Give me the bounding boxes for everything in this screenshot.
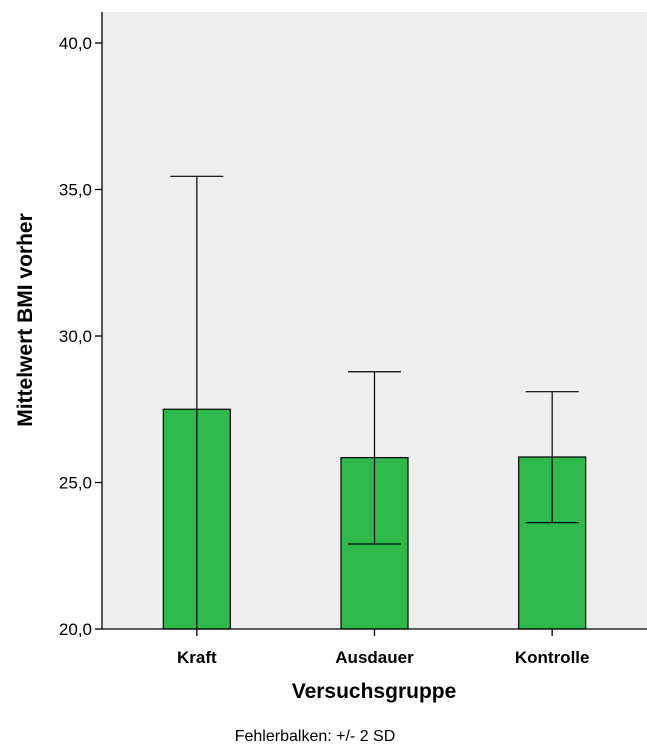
error-bar-note: Fehlerbalken: +/- 2 SD <box>235 728 396 745</box>
error-bars-group <box>170 175 579 629</box>
x-tick-label: Kontrolle <box>515 648 590 667</box>
y-tick-label: 25,0 <box>59 474 92 493</box>
x-tick-label: Kraft <box>177 648 217 667</box>
y-tick-label: 20,0 <box>59 620 92 639</box>
y-ticks-group: 20,0 25,0 30,0 35,0 40,0 <box>59 34 102 639</box>
x-tick-label: Ausdauer <box>335 648 414 667</box>
y-tick-label: 35,0 <box>59 181 92 200</box>
x-labels-group: Kraft Ausdauer Kontrolle <box>177 629 589 667</box>
y-axis-title: Mittelwert BMI vorher <box>14 213 37 427</box>
y-tick-label: 30,0 <box>59 327 92 346</box>
y-tick-label: 40,0 <box>59 34 92 53</box>
x-axis-title: Versuchsgruppe <box>292 680 457 703</box>
